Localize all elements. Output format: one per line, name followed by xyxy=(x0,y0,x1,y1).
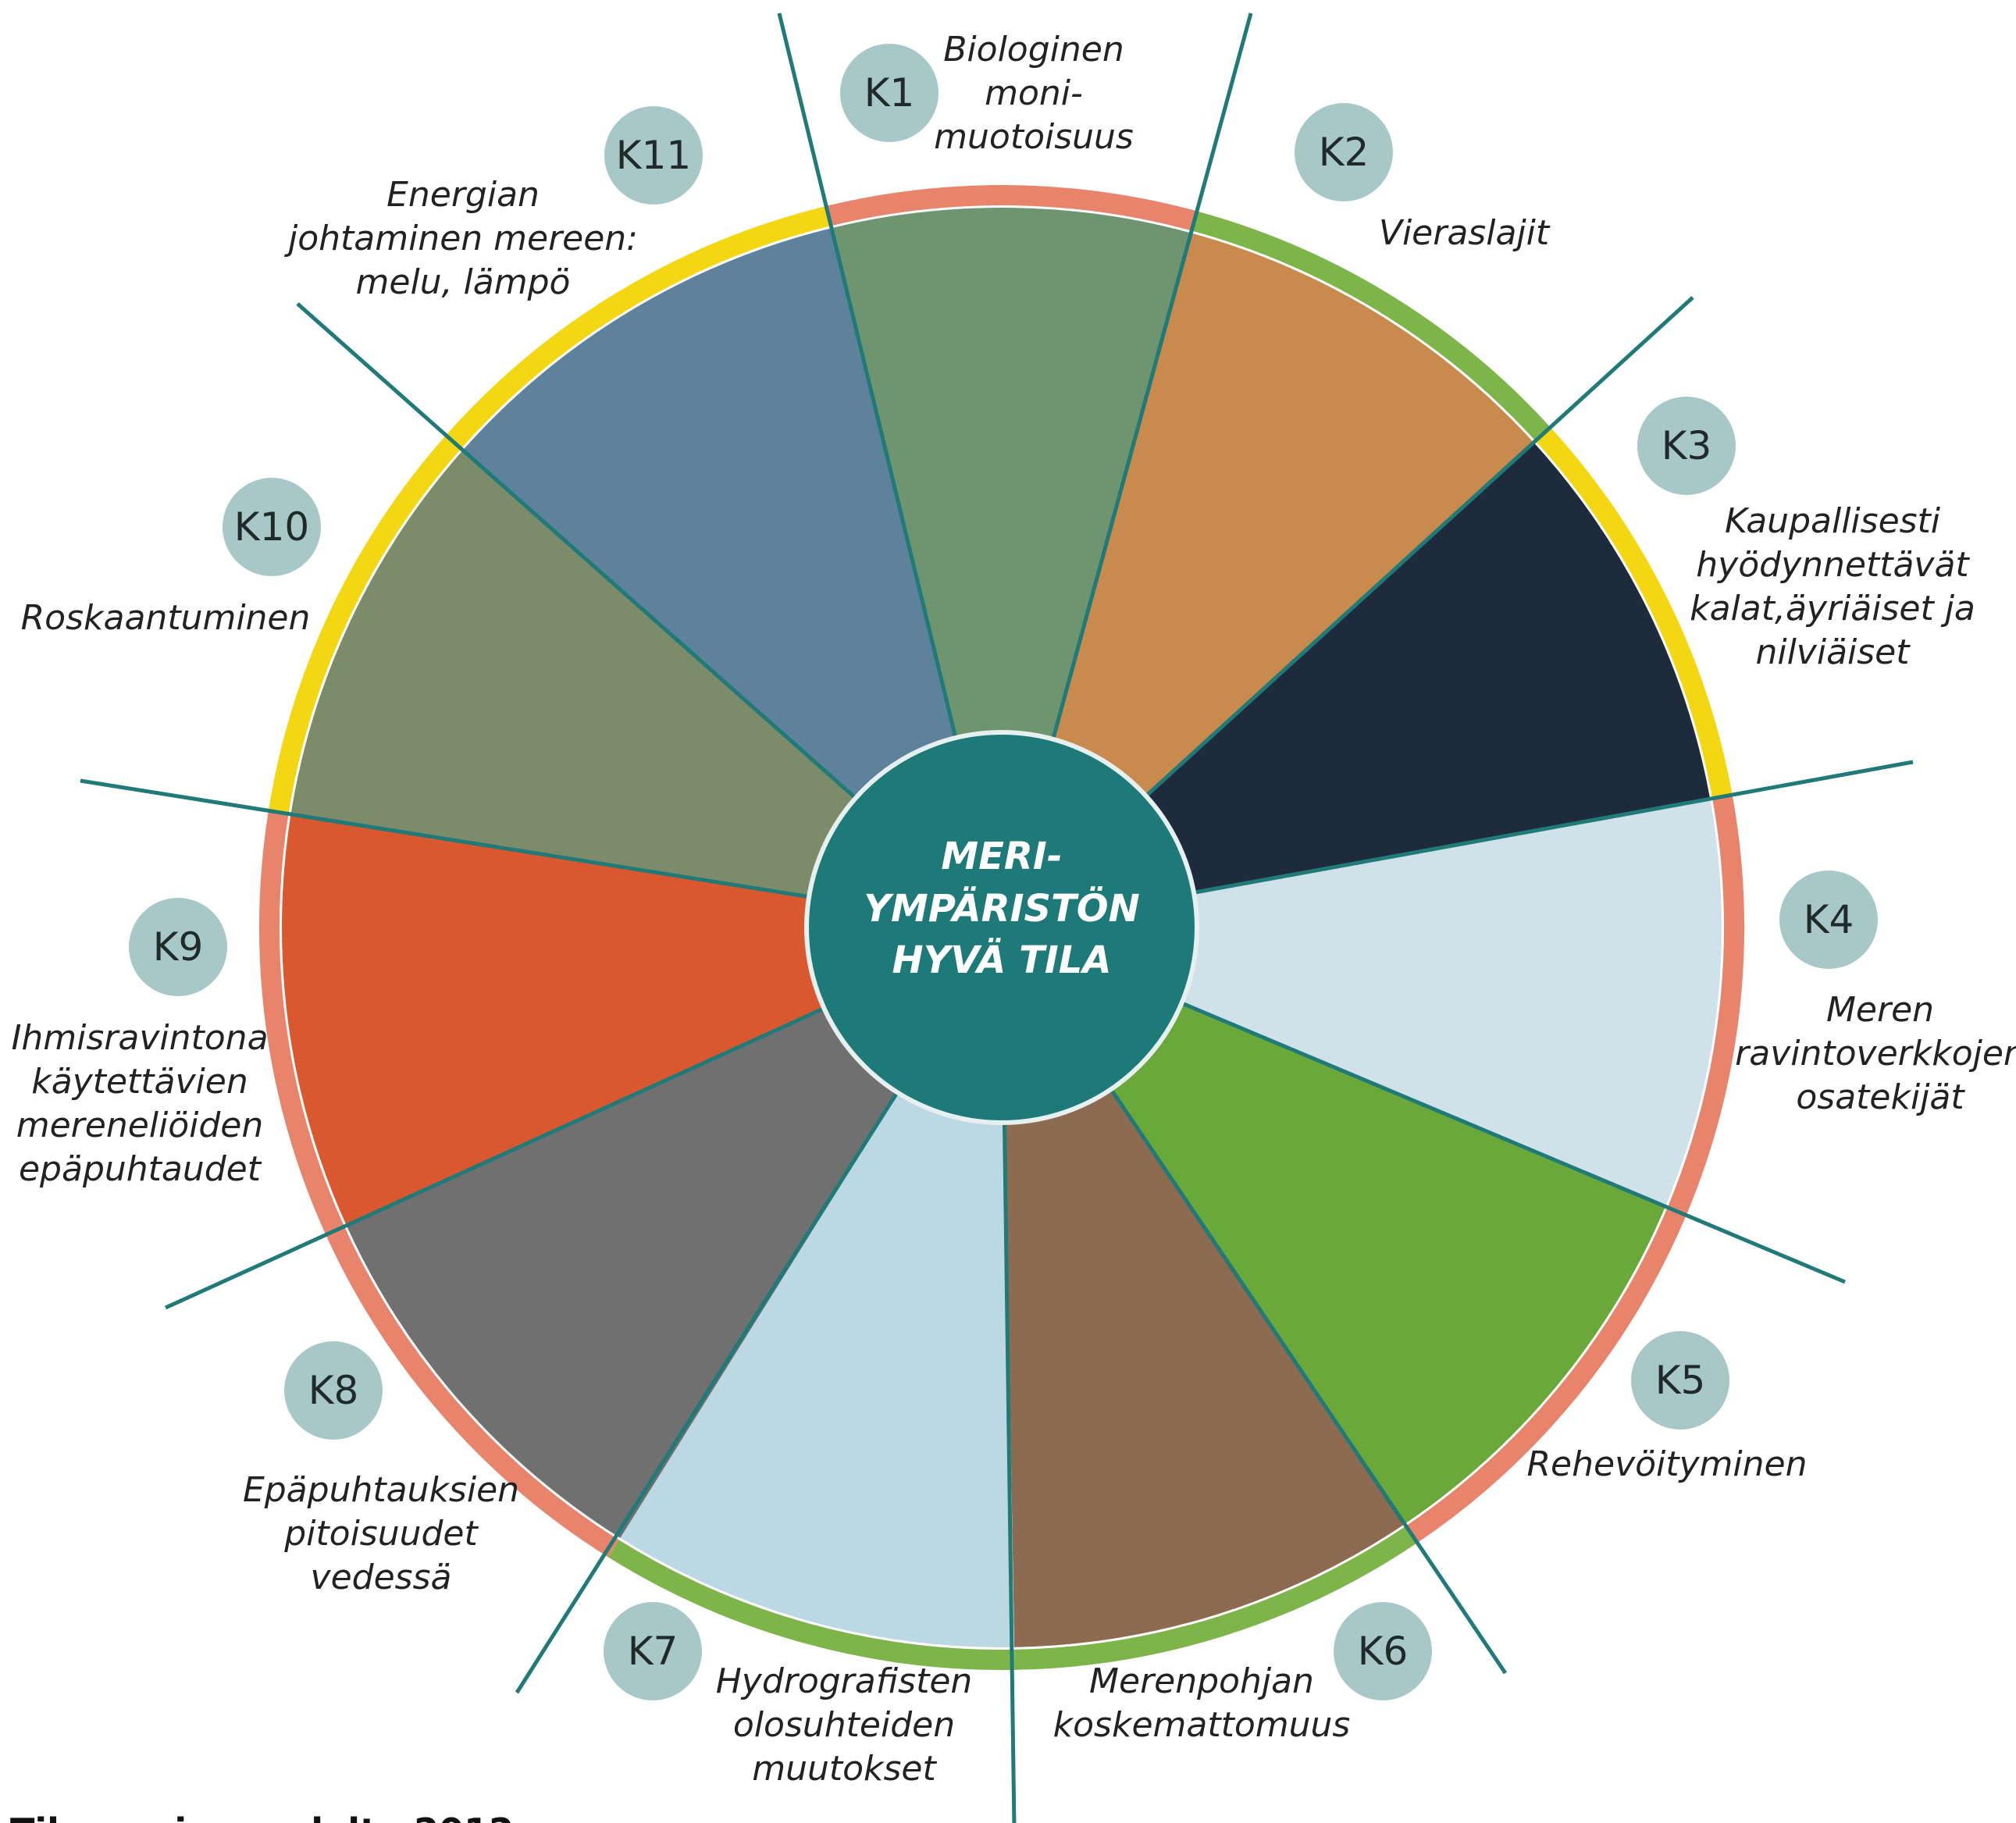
badge-code: K4 xyxy=(1804,897,1854,942)
badge-code: K8 xyxy=(308,1368,359,1413)
node-label: Roskaantuminen xyxy=(21,598,311,638)
node-label: Merenpohjan xyxy=(1089,1661,1314,1701)
badge-code: K10 xyxy=(234,504,309,550)
badge-code: K11 xyxy=(616,133,691,178)
node-label: osatekijät xyxy=(1796,1077,1965,1117)
node-label: Rehevöityminen xyxy=(1526,1444,1807,1484)
center-title: HYVÄ TILA xyxy=(892,938,1111,982)
badge-code: K3 xyxy=(1662,423,1712,468)
node-label: epäpuhtaudet xyxy=(19,1149,262,1189)
node-label: pitoisuudet xyxy=(283,1514,479,1554)
node-label: Epäpuhtauksien xyxy=(243,1470,519,1510)
badge-code: K7 xyxy=(628,1629,679,1674)
node-label: melu, lämpö xyxy=(356,262,571,302)
node-label: mereneliöiden xyxy=(16,1106,264,1145)
node-label: Meren xyxy=(1826,990,1934,1030)
node-label: Energian xyxy=(386,175,540,215)
node-label: Biologinen xyxy=(943,30,1124,69)
badge-code: K6 xyxy=(1358,1629,1409,1674)
node-label: nilviäiset xyxy=(1755,632,1911,672)
node-label: muotoisuus xyxy=(934,117,1134,157)
node-label: olosuhteiden xyxy=(733,1705,955,1745)
badge-code: K1 xyxy=(864,70,915,116)
node-label: Kaupallisesti xyxy=(1725,501,1941,541)
node-label: moni- xyxy=(985,73,1083,113)
badge-code: K5 xyxy=(1655,1358,1706,1403)
node-label: kalat,äyriäiset ja xyxy=(1690,589,1975,628)
node-label: johtaminen mereen: xyxy=(284,219,638,258)
node-label: ravintoverkkojen xyxy=(1735,1034,2016,1074)
diagram: MERI- YMPÄRISTÖN HYVÄ TILA K1 Biologinen m… xyxy=(0,0,2016,1823)
center-title: YMPÄRISTÖN xyxy=(864,886,1140,931)
node-label: käytettävien xyxy=(31,1062,248,1102)
badge-code: K2 xyxy=(1319,130,1370,175)
node-label: Vieraslajit xyxy=(1379,213,1551,253)
node-label: Ihmisravintona xyxy=(11,1018,268,1058)
node-label: Hydrografisten xyxy=(716,1661,973,1701)
node-label: vedessä xyxy=(311,1558,452,1597)
badge-code: K9 xyxy=(153,924,204,970)
center-title: MERI- xyxy=(941,835,1062,878)
node-label: muutokset xyxy=(752,1749,937,1789)
node-label: hyödynnettävät xyxy=(1696,545,1970,585)
footer: Tilanarvio vuodelta 2012 xyxy=(10,1811,514,1823)
node-label: koskemattomuus xyxy=(1053,1705,1351,1745)
